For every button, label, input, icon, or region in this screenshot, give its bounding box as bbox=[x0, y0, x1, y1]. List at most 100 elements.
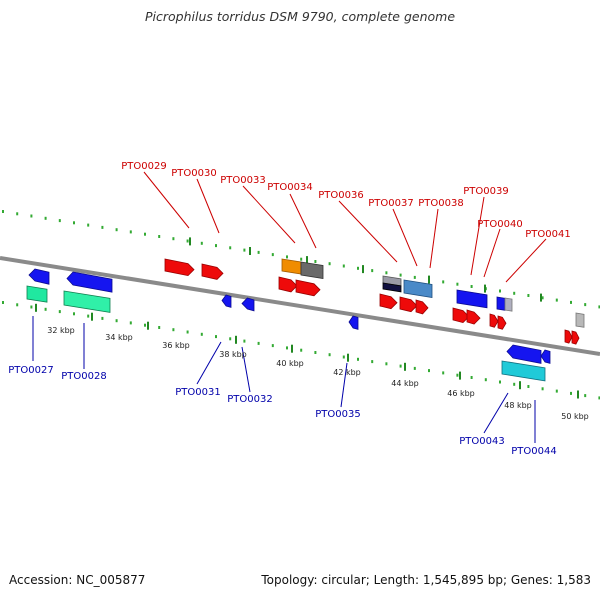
gene-box-gray bbox=[575, 312, 585, 328]
track-dot bbox=[598, 396, 600, 400]
gene-box-seagreen bbox=[26, 285, 48, 303]
gene-box-navy bbox=[382, 282, 402, 293]
track-dot bbox=[186, 330, 189, 334]
gene-arrow bbox=[164, 258, 195, 277]
gene-label: PTO0037 bbox=[368, 198, 413, 209]
track-dot bbox=[584, 303, 587, 307]
track-dot bbox=[30, 214, 33, 218]
track-dot bbox=[44, 216, 47, 220]
track-dot bbox=[158, 235, 161, 238]
gene-arrow bbox=[466, 309, 481, 325]
track-dot bbox=[129, 230, 132, 234]
gene-callout bbox=[196, 341, 222, 385]
track-dot bbox=[286, 346, 288, 350]
gene-box-cyan bbox=[501, 360, 546, 382]
gene-label: PTO0041 bbox=[525, 229, 570, 240]
track-dot bbox=[328, 262, 331, 266]
track-dot bbox=[101, 316, 104, 320]
gene-label: PTO0030 bbox=[171, 168, 216, 179]
gene-callout bbox=[289, 193, 317, 249]
accession-text: Accession: NC_005877 bbox=[9, 573, 146, 587]
track-major-tick bbox=[577, 390, 579, 399]
track-major-tick bbox=[35, 303, 37, 312]
track-dot bbox=[527, 294, 530, 297]
track-major-tick bbox=[428, 275, 430, 284]
scale-tick-label: 42 kbp bbox=[333, 368, 361, 377]
gene-box-seagreen bbox=[63, 290, 111, 313]
track-dot bbox=[129, 321, 132, 325]
gene-arrow bbox=[564, 329, 573, 344]
track-dot bbox=[87, 223, 90, 227]
track-dot bbox=[44, 307, 47, 311]
gene-label: PTO0032 bbox=[227, 394, 272, 405]
track-dot bbox=[456, 282, 459, 286]
track-dot bbox=[328, 353, 331, 357]
gene-arrow bbox=[506, 344, 542, 364]
track-dot bbox=[399, 364, 402, 368]
track-dot bbox=[342, 264, 345, 268]
gene-callout bbox=[143, 171, 190, 229]
gene-arrow bbox=[348, 315, 359, 330]
track-major-tick bbox=[91, 312, 93, 321]
track-dot bbox=[158, 326, 161, 329]
track-major-tick bbox=[540, 293, 542, 302]
track-dot bbox=[300, 348, 303, 352]
upper-dotted-track bbox=[2, 210, 600, 309]
track-dot bbox=[16, 303, 19, 307]
track-dot bbox=[385, 362, 388, 366]
gene-label: PTO0035 bbox=[315, 409, 360, 420]
gene-label: PTO0039 bbox=[463, 186, 508, 197]
track-major-tick bbox=[404, 362, 406, 371]
track-dot bbox=[73, 221, 75, 225]
track-dot bbox=[342, 355, 345, 359]
track-major-tick bbox=[189, 237, 191, 246]
gene-label: PTO0038 bbox=[418, 198, 463, 209]
gene-label: PTO0027 bbox=[8, 365, 53, 376]
gene-box-gray bbox=[300, 261, 324, 279]
gene-callout bbox=[483, 392, 509, 434]
track-dot bbox=[286, 255, 288, 259]
gene-arrow bbox=[489, 313, 499, 328]
track-dot bbox=[371, 269, 374, 273]
scale-tick-label: 44 kbp bbox=[391, 379, 419, 388]
track-dot bbox=[442, 280, 445, 284]
track-dot bbox=[442, 371, 445, 375]
track-dot bbox=[115, 319, 118, 323]
gene-callout bbox=[505, 238, 547, 283]
track-major-tick bbox=[147, 321, 149, 330]
gene-arrow bbox=[379, 293, 398, 310]
gene-arrow bbox=[28, 268, 50, 285]
track-dot bbox=[470, 376, 473, 379]
gene-label: PTO0028 bbox=[61, 371, 106, 382]
track-dot bbox=[584, 394, 587, 398]
scale-tick-label: 48 kbp bbox=[504, 401, 532, 410]
gene-callout bbox=[340, 362, 348, 408]
gene-box-gray bbox=[504, 297, 513, 312]
track-dot bbox=[271, 253, 274, 257]
track-dot bbox=[186, 239, 189, 243]
track-dot bbox=[243, 248, 246, 252]
scale-tick-label: 34 kbp bbox=[105, 333, 133, 342]
gene-arrow bbox=[201, 263, 224, 280]
scale-tick-label: 40 kbp bbox=[276, 359, 304, 368]
gene-callout bbox=[470, 196, 485, 276]
gene-arrow bbox=[278, 276, 298, 293]
scale-tick-label: 36 kbp bbox=[162, 341, 190, 350]
track-dot bbox=[30, 305, 33, 309]
gene-arrow bbox=[221, 294, 232, 308]
track-dot bbox=[484, 378, 487, 382]
map-title: Picrophilus torridus DSM 9790, complete … bbox=[144, 9, 456, 24]
gene-label: PTO0029 bbox=[121, 161, 166, 172]
track-dot bbox=[470, 285, 473, 288]
scale-tick-labels: 32 kbp 34 kbp 36 kbp 38 kbp 40 kbp 42 kbp 44 k… bbox=[47, 326, 589, 421]
gene-label: PTO0043 bbox=[459, 436, 504, 447]
gene-box-orange bbox=[281, 258, 302, 275]
track-dot bbox=[570, 391, 572, 395]
genome-backbone bbox=[0, 256, 600, 356]
track-dot bbox=[58, 219, 61, 223]
track-dot bbox=[357, 266, 359, 270]
track-dot bbox=[2, 301, 4, 304]
track-dot bbox=[541, 387, 544, 391]
